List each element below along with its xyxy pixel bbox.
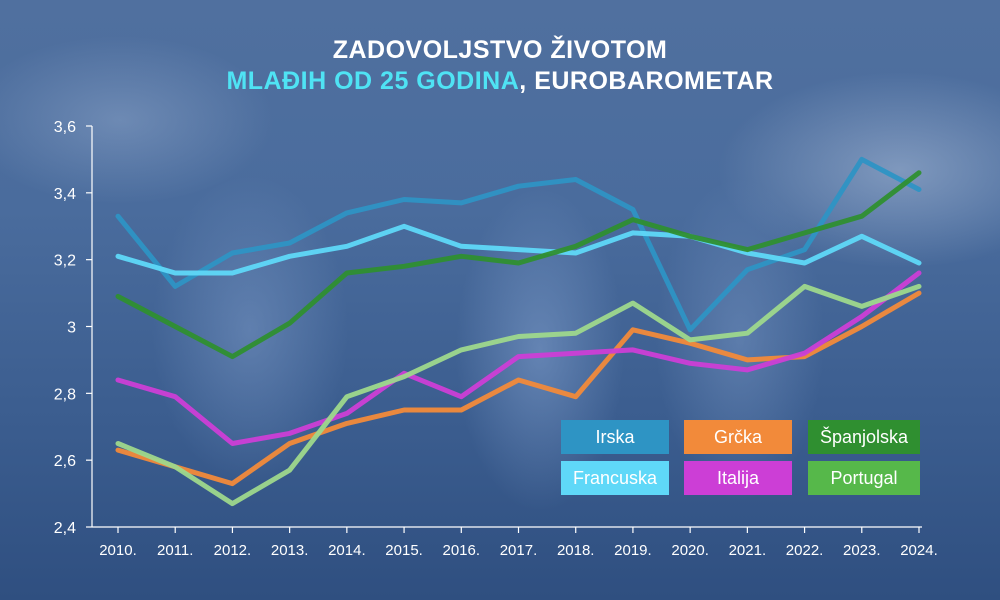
legend-item-portugal: Portugal — [808, 461, 920, 495]
y-tick-label: 3,6 — [54, 119, 76, 136]
legend-label-portugal: Portugal — [830, 468, 898, 488]
x-tick-label: 2016. — [443, 542, 481, 559]
series-line-spanjolska — [115, 170, 922, 360]
series-line-italija — [115, 270, 922, 446]
x-tick-label: 2010. — [99, 542, 137, 559]
x-tick-label: 2014. — [328, 542, 366, 559]
x-tick-label: 2021. — [729, 542, 767, 559]
series-line-irska — [115, 156, 922, 333]
legend-label-spanjolska: Španjolska — [819, 427, 909, 447]
series-line-grcka — [115, 290, 922, 487]
chart-title-line-1: ZADOVOLJSTVO ŽIVOTOM — [332, 36, 668, 64]
series-line-francuska — [115, 223, 922, 276]
legend-label-italija: Italija — [716, 468, 760, 488]
legend-item-grcka: Grčka — [684, 420, 792, 454]
legend-label-francuska: Francuska — [572, 468, 658, 488]
chart-title-highlight: MLAĐIH OD 25 GODINA — [226, 67, 520, 95]
x-tick-label: 2017. — [500, 542, 538, 559]
x-tick-label: 2023. — [843, 542, 881, 559]
legend-item-irska: Irska — [561, 420, 669, 454]
y-tick-label: 3,4 — [54, 186, 76, 203]
chart-title-line-2: MLAĐIH OD 25 GODINA, EUROBAROMETAR — [0, 67, 1000, 96]
series-line-portugal — [115, 283, 922, 507]
legend-label-irska: Irska — [595, 427, 635, 447]
x-tick-label: 2024. — [900, 542, 938, 559]
x-tick-label: 2011. — [157, 542, 193, 559]
x-tick-label: 2019. — [614, 542, 652, 559]
legend-item-francuska: Francuska — [561, 461, 669, 495]
x-tick-label: 2012. — [214, 542, 252, 559]
x-tick-label: 2018. — [557, 542, 595, 559]
chart-title-rest: , EUROBAROMETAR — [519, 67, 774, 95]
legend-item-spanjolska: Španjolska — [808, 420, 920, 454]
y-tick-label: 2,4 — [54, 520, 76, 537]
y-tick-label: 3,2 — [54, 253, 76, 270]
y-tick-label: 2,6 — [54, 453, 76, 470]
y-tick-label: 2,8 — [54, 386, 76, 403]
x-tick-label: 2022. — [786, 542, 824, 559]
legend-label-grcka: Grčka — [713, 427, 762, 447]
x-tick-label: 2013. — [271, 542, 309, 559]
legend-item-italija: Italija — [684, 461, 792, 495]
y-tick-label: 3 — [67, 320, 76, 337]
x-tick-label: 2015. — [385, 542, 423, 559]
x-tick-label: 2020. — [671, 542, 709, 559]
